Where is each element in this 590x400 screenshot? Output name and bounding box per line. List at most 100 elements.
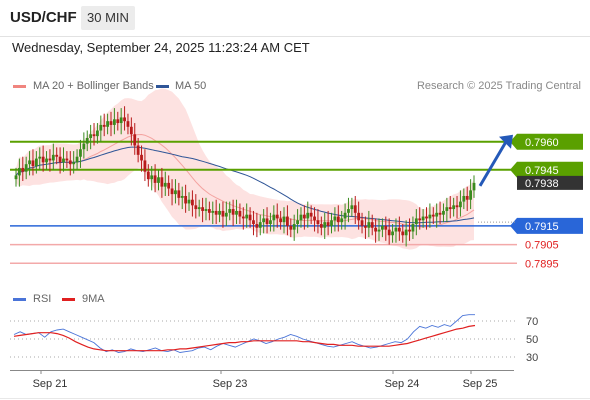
candle-body	[374, 227, 378, 232]
candle-body	[309, 212, 313, 217]
candle-body	[129, 126, 133, 135]
candle-body	[448, 207, 452, 210]
forecast-arrow-head	[499, 134, 513, 149]
candle-body	[207, 209, 211, 213]
legend-9ma: 9MA	[82, 293, 105, 305]
candle-body	[404, 229, 408, 236]
header-bar: USD/CHF 30 MIN	[0, 0, 590, 36]
candle-body	[431, 214, 435, 217]
candle-body	[313, 216, 316, 221]
candle-body	[397, 227, 401, 232]
candle-body	[119, 117, 123, 124]
candle-body	[177, 190, 181, 198]
candle-body	[302, 214, 306, 219]
x-tick-label: Sep 21	[33, 378, 68, 390]
candle-body	[381, 225, 384, 230]
candle-body	[55, 154, 59, 157]
forecast-arrow-shaft	[478, 140, 508, 187]
rsi-line	[13, 314, 475, 353]
rsi-tick-label: 50	[526, 334, 538, 346]
candle-body	[235, 210, 238, 215]
candle-body	[336, 216, 340, 223]
candle-body	[123, 117, 126, 122]
candle-body	[445, 207, 449, 211]
candle-body	[41, 156, 45, 163]
candle-body	[357, 212, 361, 221]
rsi-tick-label: 70	[526, 316, 538, 328]
candle-body	[347, 209, 350, 213]
bollinger-swatch	[13, 85, 26, 88]
candle-body	[394, 227, 398, 232]
interval-badge[interactable]: 30 MIN	[81, 6, 135, 30]
candle-body	[167, 182, 171, 189]
candle-body	[96, 130, 99, 137]
candle-body	[343, 212, 347, 219]
candle-body	[197, 207, 201, 210]
candle-body	[79, 149, 82, 157]
last-price-label: 0.7938	[525, 178, 559, 190]
candle-body	[28, 160, 31, 165]
last-price-box	[517, 175, 583, 190]
candle-body	[248, 214, 252, 221]
candle-body	[306, 212, 310, 219]
resistance-label: 0.7945	[525, 165, 559, 177]
legend-bollinger: MA 20 + Bollinger Bands	[33, 80, 154, 92]
candle-body	[231, 209, 235, 215]
candle-body	[228, 209, 232, 213]
candle-body	[211, 210, 215, 213]
x-tick-label: Sep 23	[213, 378, 248, 390]
candle-body	[133, 134, 137, 146]
candle-body	[82, 143, 86, 150]
candle-body	[106, 121, 109, 127]
candle-body	[143, 160, 147, 172]
candle-body	[174, 190, 177, 195]
candle-body	[136, 145, 140, 155]
candle-body	[24, 164, 28, 172]
candle-body	[194, 205, 198, 210]
resistance-label-box	[510, 161, 583, 178]
pivot-label-box	[510, 217, 583, 234]
candle-body	[316, 220, 320, 225]
candle-body	[408, 229, 411, 232]
candle-body	[299, 214, 303, 221]
candle-body	[21, 167, 25, 172]
candle-body	[418, 218, 422, 221]
candle-body	[170, 188, 174, 195]
candle-body	[58, 156, 62, 163]
candle-body	[150, 175, 154, 180]
candle-body	[116, 119, 120, 124]
x-tick-label: Sep 25	[463, 378, 498, 390]
candle-body	[187, 199, 191, 204]
candle-body	[34, 158, 38, 167]
candle-body	[218, 210, 221, 215]
candle-body	[289, 225, 293, 230]
candle-body	[112, 119, 116, 125]
candle-body	[146, 171, 150, 180]
candle-body	[68, 160, 72, 165]
candle-body	[204, 209, 208, 211]
candle-body	[262, 218, 266, 223]
candle-body	[401, 231, 405, 236]
candle-body	[221, 210, 225, 217]
rsi-9ma-line	[13, 324, 476, 352]
candle-body	[163, 182, 167, 187]
candle-body	[367, 222, 371, 228]
candle-body	[279, 218, 283, 223]
candle-body	[258, 222, 262, 228]
candle-body	[286, 216, 289, 226]
timestamp: Wednesday, September 24, 2025 11:23:24 A…	[12, 40, 310, 55]
candle-body	[109, 121, 113, 125]
candle-body	[45, 158, 48, 163]
candle-body	[126, 121, 130, 127]
candle-body	[319, 224, 323, 228]
credit-text: Research © 2025 Trading Central	[416, 80, 581, 92]
support-label: 0.7905	[525, 240, 559, 252]
candle-body	[62, 158, 65, 163]
pivot-label: 0.7915	[525, 221, 559, 233]
candle-body	[384, 225, 388, 230]
candle-body	[160, 177, 164, 187]
candle-body	[442, 210, 445, 215]
candle-body	[89, 134, 93, 139]
candle-body	[438, 212, 442, 215]
symbol-title: USD/CHF	[10, 9, 77, 26]
